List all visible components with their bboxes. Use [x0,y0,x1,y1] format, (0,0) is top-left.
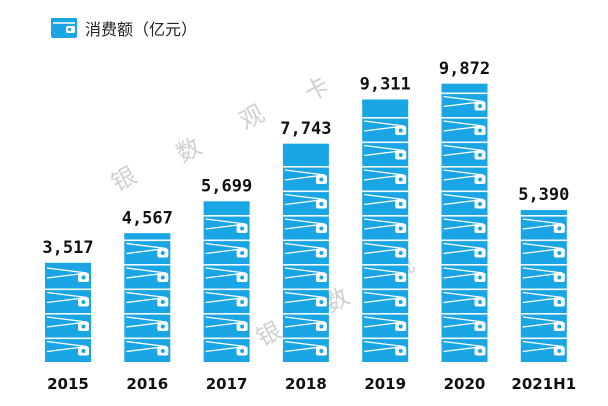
value-label: 4,567 [122,208,173,228]
bar [362,99,409,362]
x-tick-label: 2020 [444,375,486,393]
x-axis-ticks: 2015 2016 2017 2018 2019 2020 2021H1 [47,375,576,393]
watermark-char: 银 [107,161,141,197]
watermark-char: 卡 [300,71,334,107]
bars [45,83,567,362]
watermark-char: 银 [252,316,286,352]
bar [520,210,567,362]
x-tick-label: 2016 [126,375,168,393]
value-label: 9,311 [360,75,411,95]
bar [441,83,488,362]
value-label: 7,743 [280,119,331,139]
bar [282,143,329,362]
bar [45,262,91,362]
legend-label: 消费额（亿元） [85,20,198,39]
value-label: 3,517 [42,238,93,258]
legend: 消费额（亿元） [51,16,197,40]
watermark-char: 观 [235,99,269,135]
x-tick-label: 2015 [47,375,89,393]
wallet-icon [51,18,77,38]
x-tick-label: 2021H1 [511,375,576,393]
x-tick-label: 2018 [285,375,327,393]
bar [124,233,171,362]
x-tick-label: 2017 [206,375,248,393]
value-label: 9,872 [439,59,490,79]
value-label: 5,390 [518,185,569,205]
value-labels: 3,517 4,567 5,699 7,743 9,311 9,872 5,390 [42,59,569,258]
watermark-char: 数 [172,132,206,168]
value-label: 5,699 [201,176,252,196]
bar [203,201,250,362]
x-tick-label: 2019 [364,375,406,393]
